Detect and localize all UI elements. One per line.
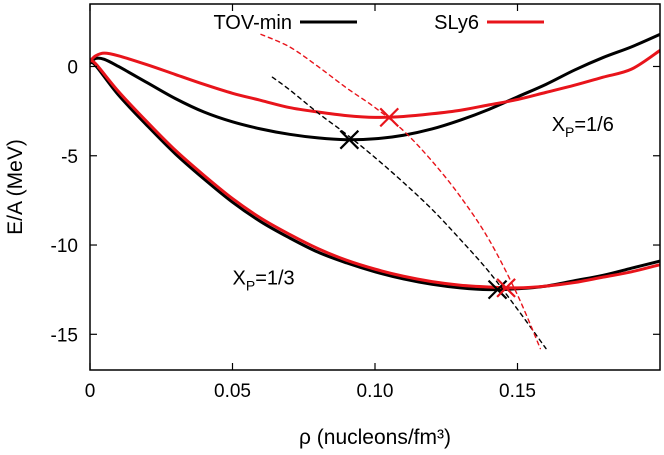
series-line-xp-1/3-tov-min (90, 60, 660, 292)
equilibrium-marker-tov-min-0 (339, 129, 360, 150)
series-line-equilibrium-path-sly6-dashed (260, 33, 541, 350)
legend: TOV-min SLy6 (213, 12, 544, 34)
x-tick-label: 0 (85, 381, 96, 402)
curve-label-1: XP=1/3 (233, 267, 295, 293)
annotations: XP=1/6 XP=1/3 (233, 114, 614, 294)
x-tick-label: 0.10 (357, 381, 394, 402)
x-tick-label: 0.05 (214, 381, 251, 402)
x-axis-title: ρ (nucleons/fm³) (299, 426, 451, 449)
equilibrium-marker-sly6-1 (379, 107, 400, 128)
curve-label-0: XP=1/6 (552, 114, 614, 140)
series-line-xp-1/3-sly6 (90, 59, 660, 290)
legend-label-sly6: SLy6 (434, 12, 479, 34)
axis-ticks: 0 0.05 0.10 0.15 0 -5 -10 -15 (51, 4, 660, 402)
marker-layer (339, 107, 516, 300)
series-line-xp-1/6-sly6 (90, 48, 660, 119)
y-tick-label: -5 (61, 147, 78, 168)
series-line-equilibrium-path-tov-min-dashed (271, 76, 547, 350)
equilibrium-marker-tov-min-2 (487, 279, 508, 300)
legend-label-tov-min: TOV-min (213, 12, 292, 34)
y-tick-label: -10 (51, 236, 78, 257)
series-line-xp-1/6-tov-min (90, 32, 660, 142)
x-tick-label: 0.15 (499, 381, 536, 402)
y-axis-title: E/A (MeV) (4, 139, 27, 235)
series-layer (90, 32, 660, 350)
y-tick-label: 0 (67, 57, 78, 78)
plot-frame (89, 3, 661, 371)
equilibrium-marker-sly6-3 (496, 278, 516, 298)
y-tick-label: -15 (51, 325, 78, 346)
